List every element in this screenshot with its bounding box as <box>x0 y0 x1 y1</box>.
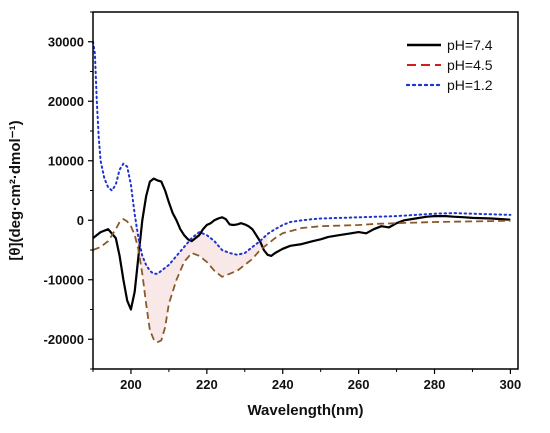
x-tick-label: 260 <box>348 377 370 392</box>
legend: pH=7.4 pH=4.5 pH=1.2 <box>405 37 493 93</box>
series-lines <box>92 40 512 344</box>
x-tick-label: 240 <box>272 377 294 392</box>
legend-label: pH=4.5 <box>447 57 493 73</box>
y-tick-label: -20000 <box>44 332 84 347</box>
series-line-ph-1-2 <box>92 40 512 275</box>
legend-label: pH=1.2 <box>447 77 493 93</box>
y-tick-label: 30000 <box>48 34 84 49</box>
y-axis-ticks: -20000 -10000 0 10000 20000 30000 <box>44 11 93 370</box>
y-tick-label: 20000 <box>48 94 84 109</box>
y-axis-title: [θ](deg·cm²·dmol⁻¹) <box>7 120 24 260</box>
series-line-ph-7-4 <box>92 177 511 311</box>
x-tick-label: 220 <box>196 377 218 392</box>
x-axis-title: Wavelength(nm) <box>247 402 363 419</box>
x-tick-label: 300 <box>500 377 522 392</box>
series-line-ph-4-5 <box>92 218 511 344</box>
legend-label: pH=7.4 <box>447 37 493 53</box>
x-tick-label: 200 <box>120 377 142 392</box>
y-tick-label: 10000 <box>48 153 84 168</box>
x-axis-ticks: 200 220 240 260 280 300 <box>92 369 522 392</box>
negative-region-fill <box>134 214 268 343</box>
shaded-band <box>134 214 268 343</box>
x-tick-label: 280 <box>424 377 446 392</box>
y-tick-label: 0 <box>77 213 84 228</box>
y-tick-label: -10000 <box>44 272 84 287</box>
